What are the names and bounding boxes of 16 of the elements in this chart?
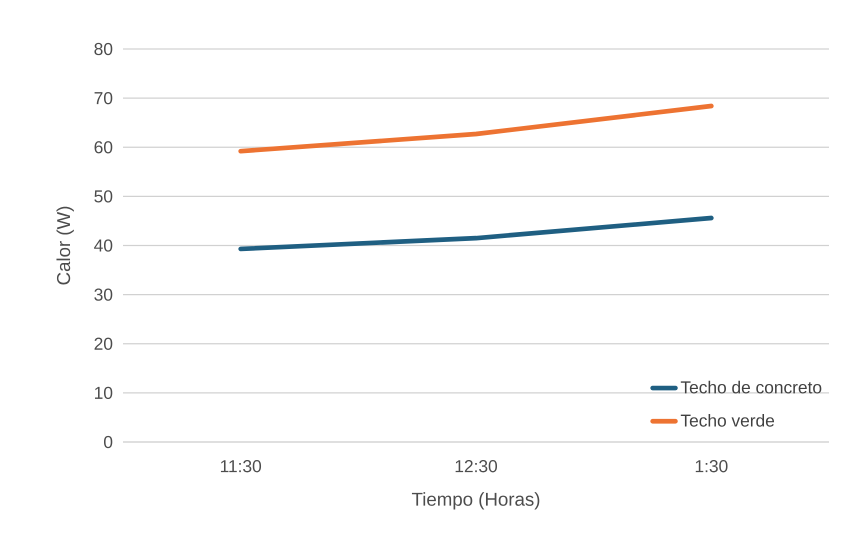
x-tick-label: 12:30 xyxy=(456,460,498,472)
y-tick-label: 80 xyxy=(94,42,112,56)
x-tick-label: 11:30 xyxy=(220,460,262,472)
y-tick-label: 20 xyxy=(94,338,112,350)
y-tick-label: 50 xyxy=(94,190,112,203)
y-tick-label: 10 xyxy=(95,386,112,400)
y-tick-label: 70 xyxy=(94,92,112,104)
y-axis-title: Calor (W) xyxy=(56,206,74,284)
x-axis-title: Tiempo (Horas) xyxy=(412,492,540,510)
legend-label: Techo verde xyxy=(680,414,774,427)
y-tick-label: 40 xyxy=(94,239,112,252)
y-tick-label: 60 xyxy=(94,141,112,154)
y-tick-label: 30 xyxy=(94,288,112,301)
x-tick-label: 1:30 xyxy=(696,460,728,472)
y-tick-label: 0 xyxy=(104,436,112,448)
legend-label: Techo de concreto xyxy=(680,380,822,394)
